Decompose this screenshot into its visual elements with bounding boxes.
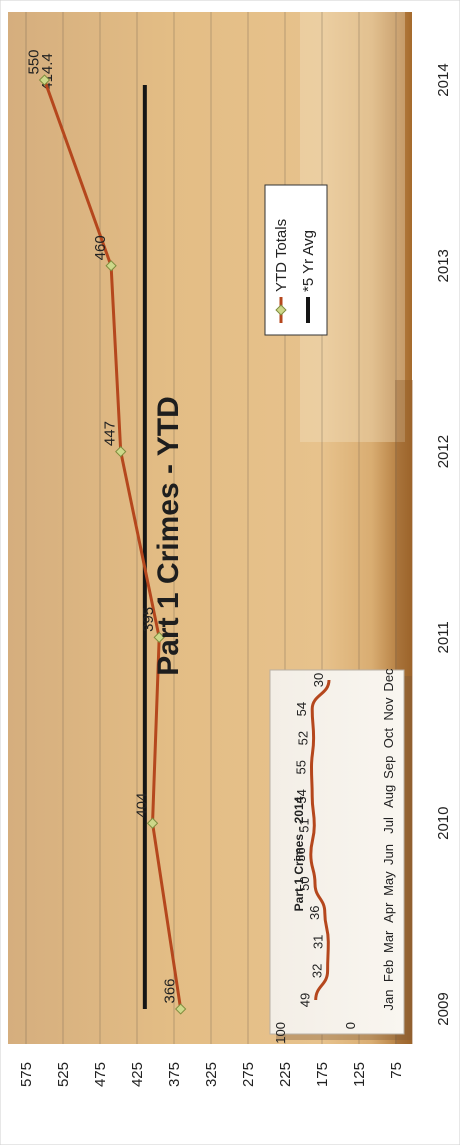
y-tick-label: 375 xyxy=(166,1062,183,1087)
y-tick-label: 425 xyxy=(129,1062,146,1087)
y-tick-label: 575 xyxy=(18,1062,35,1087)
inset-y-tick-label: 0 xyxy=(343,1022,358,1029)
y-tick-label: 225 xyxy=(277,1062,294,1087)
chart-title: Part 1 Crimes - YTD xyxy=(152,396,185,676)
ytd-data-point xyxy=(146,817,159,829)
inset-x-tick-label: Jan xyxy=(381,990,396,1011)
inset-data-label: 32 xyxy=(310,964,325,978)
inset-x-tick-label: Aug xyxy=(381,785,396,808)
y-tick-label: 125 xyxy=(351,1062,368,1087)
y-tick-label: 75 xyxy=(388,1062,405,1079)
ytd-data-label: 395 xyxy=(140,607,157,632)
inset-data-label: 55 xyxy=(294,760,309,774)
ytd-data-label: 447 xyxy=(102,421,119,446)
ytd-data-point xyxy=(153,631,165,644)
inset-x-tick-label: Nov xyxy=(381,697,396,721)
ytd-series-line xyxy=(43,79,183,1010)
x-tick-label: 2013 xyxy=(435,249,452,282)
ytd-data-point xyxy=(115,445,127,458)
inset-chart: Part 1 Crimes - 2014 0 100 Jan Feb Mar Apr May… xyxy=(269,668,412,1044)
inset-x-tick-label: Feb xyxy=(381,960,396,982)
x-tick-label: 2012 xyxy=(435,435,452,468)
ytd-data-label: 404 xyxy=(134,793,151,818)
legend-ytd-label: YTD Totals xyxy=(273,219,290,292)
legend: YTD Totals *5 Yr Avg xyxy=(264,184,328,336)
inset-y-tick-label: 100 xyxy=(273,1022,288,1044)
y-tick-label: 325 xyxy=(203,1062,220,1087)
inset-background xyxy=(269,669,405,1035)
x-tick-label: 2014 xyxy=(435,63,452,96)
y-tick-label: 525 xyxy=(55,1062,72,1087)
inset-title: Part 1 Crimes - 2014 xyxy=(292,796,306,911)
inset-x-tick-label: Jun xyxy=(381,844,396,865)
inset-x-tick-label: Oct xyxy=(381,728,396,749)
x-tick-label: 2009 xyxy=(435,992,452,1025)
inset-data-label: 30 xyxy=(311,673,326,687)
inset-x-tick-label: Apr xyxy=(381,902,396,923)
inset-x-tick-label: Sep xyxy=(381,756,396,779)
inset-x-tick-label: Dec xyxy=(381,668,396,692)
y-tick-label: 475 xyxy=(92,1062,109,1087)
inset-data-label: 54 xyxy=(294,702,309,716)
inset-data-label: 50 xyxy=(297,876,312,890)
legend-ytd-marker xyxy=(275,304,287,316)
inset-series-line xyxy=(309,679,331,1001)
inset-data-label: 51 xyxy=(296,818,311,832)
x-tick-label: 2011 xyxy=(435,621,452,653)
inset-x-tick-label: Jul xyxy=(381,817,396,834)
inset-data-label: 49 xyxy=(298,993,313,1007)
ytd-data-label: 366 xyxy=(162,978,179,1003)
inset-data-label: 31 xyxy=(310,935,325,949)
inset-x-tick-label: Mar xyxy=(381,930,396,953)
ytd-data-point xyxy=(175,1003,187,1015)
inset-data-label: 52 xyxy=(296,731,311,745)
x-tick-label: 2010 xyxy=(435,807,452,840)
inset-data-label: 54 xyxy=(294,789,309,803)
ytd-data-label: 550 xyxy=(26,49,43,74)
y-tick-label: 275 xyxy=(240,1062,257,1087)
inset-data-label: 56 xyxy=(293,847,308,861)
ytd-data-label: 460 xyxy=(92,235,109,260)
legend-avg-label: *5 Yr Avg xyxy=(300,230,317,292)
ytd-data-point xyxy=(38,74,51,86)
y-tick-label: 175 xyxy=(314,1062,331,1087)
ytd-data-point xyxy=(105,260,117,272)
legend-box xyxy=(264,184,328,336)
inset-x-tick-label: May xyxy=(381,871,396,896)
inset-data-label: 36 xyxy=(307,905,322,919)
